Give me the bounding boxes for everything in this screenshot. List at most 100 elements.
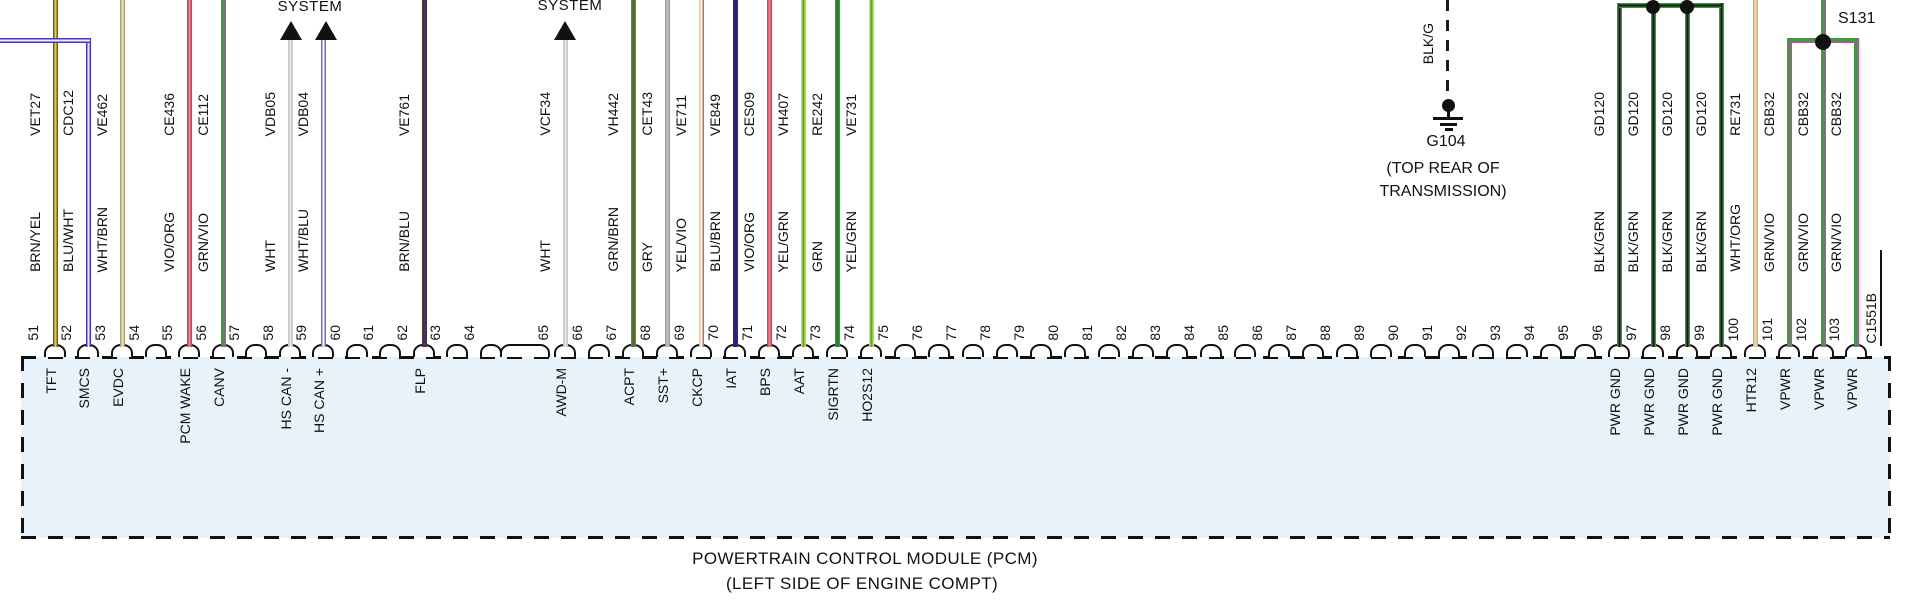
pin-number-70: 70 bbox=[705, 325, 721, 341]
ground-symbol-bar2 bbox=[1440, 123, 1457, 126]
pin-socket-60 bbox=[346, 344, 368, 357]
splice-dot-s131 bbox=[1815, 34, 1831, 50]
pin-socket-63 bbox=[446, 344, 468, 357]
pin-function-label-53: EVDC bbox=[110, 368, 126, 407]
splice-s131-label: S131 bbox=[1838, 10, 1876, 27]
pin-function-label-62: FLP bbox=[412, 368, 428, 394]
pin-number-73: 73 bbox=[807, 325, 823, 341]
ground-location-line2: TRANSMISSION) bbox=[1379, 183, 1507, 200]
pin-number-98: 98 bbox=[1657, 325, 1673, 341]
circuit-label-73: RE242 bbox=[809, 93, 825, 136]
pin-socket-90 bbox=[1404, 344, 1426, 357]
circuit-label-103: CBB32 bbox=[1828, 91, 1844, 136]
pin-socket-57 bbox=[245, 344, 267, 357]
pin-number-71: 71 bbox=[739, 325, 755, 341]
pin-number-68: 68 bbox=[637, 325, 653, 341]
wire-CES09-71 bbox=[766, 0, 772, 347]
wire-VET27-51 bbox=[52, 0, 58, 347]
wire-CDC12-52-exit bbox=[0, 38, 90, 43]
wire-color-label-55: VIO/ORG bbox=[161, 212, 177, 272]
wire-CE112-56 bbox=[220, 0, 226, 347]
pin-number-85: 85 bbox=[1215, 325, 1231, 341]
pin-number-59: 59 bbox=[293, 325, 309, 341]
pin-function-label-70: IAT bbox=[723, 368, 739, 389]
pin-number-58: 58 bbox=[260, 325, 276, 341]
pin-number-100: 100 bbox=[1725, 317, 1741, 341]
pin-function-label-52: SMCS bbox=[76, 368, 92, 409]
pin-socket-78 bbox=[996, 344, 1018, 357]
wire-color-label-74: YEL/GRN bbox=[843, 210, 859, 272]
pin-socket-95 bbox=[1574, 344, 1596, 357]
wire-CDC12-52 bbox=[85, 38, 91, 347]
circuit-label-99: GD120 bbox=[1693, 91, 1709, 136]
pin-number-96: 96 bbox=[1589, 325, 1605, 341]
pin-number-89: 89 bbox=[1351, 325, 1367, 341]
wire-color-label-52: BLU/WHT bbox=[60, 209, 76, 272]
circuit-label-96: GD120 bbox=[1591, 91, 1607, 136]
gnd-bus-line bbox=[1619, 3, 1721, 8]
ground-symbol-stem bbox=[1447, 110, 1450, 118]
pcm-module-box bbox=[21, 357, 1890, 538]
ground-symbol-bar1 bbox=[1433, 117, 1463, 120]
pin-socket-88 bbox=[1336, 344, 1358, 357]
pin-socket-64 bbox=[480, 344, 502, 357]
pin-number-67: 67 bbox=[603, 325, 619, 341]
pin-number-84: 84 bbox=[1181, 325, 1197, 341]
circuit-label-102: CBB32 bbox=[1795, 91, 1811, 136]
wire-VCF34-65 bbox=[562, 40, 568, 347]
pin-socket-94 bbox=[1540, 344, 1562, 357]
wire-VE761-62 bbox=[421, 0, 427, 347]
circuit-label-67: VH442 bbox=[605, 93, 621, 136]
pin-function-label-72: AAT bbox=[791, 368, 807, 395]
ground-wire-dashed bbox=[1446, 0, 1449, 97]
module-location: (LEFT SIDE OF ENGINE COMPT) bbox=[725, 574, 999, 593]
ground-id-label: G104 bbox=[1426, 133, 1466, 150]
system-arrow-icon-1-0 bbox=[554, 21, 576, 40]
pin-function-label-99: PWR GND bbox=[1709, 368, 1725, 436]
pin-number-66: 66 bbox=[569, 325, 585, 341]
pin-socket-82 bbox=[1132, 344, 1154, 357]
pcm-box-bottom-edge bbox=[21, 536, 1890, 539]
pin-number-63: 63 bbox=[427, 325, 443, 341]
system-connector-label-1: SYSTEM bbox=[537, 0, 603, 14]
ground-symbol-bar3 bbox=[1445, 128, 1453, 131]
wire-RE242-73 bbox=[834, 0, 840, 347]
pin-number-99: 99 bbox=[1691, 325, 1707, 341]
wire-CE436-55 bbox=[186, 0, 192, 347]
splice-arm-right bbox=[1823, 38, 1856, 43]
pin-number-91: 91 bbox=[1419, 325, 1435, 341]
circuit-label-101: CBB32 bbox=[1761, 91, 1777, 136]
wire-color-label-56: GRN/VIO bbox=[195, 212, 211, 272]
pin-number-82: 82 bbox=[1113, 325, 1129, 341]
pin-number-101: 101 bbox=[1759, 317, 1775, 341]
connector-gap-socket bbox=[500, 344, 550, 357]
circuit-label-59: VDB04 bbox=[295, 91, 311, 136]
pin-number-65: 65 bbox=[535, 325, 551, 341]
pin-function-label-101: VPWR bbox=[1777, 368, 1793, 410]
circuit-label-69: VE711 bbox=[673, 95, 689, 136]
pin-function-label-58: HS CAN - bbox=[278, 368, 294, 430]
wire-GD120-99 bbox=[1718, 3, 1724, 347]
pin-number-94: 94 bbox=[1521, 325, 1537, 341]
wire-color-label-71: VIO/ORG bbox=[741, 212, 757, 272]
pin-number-69: 69 bbox=[671, 325, 687, 341]
wire-color-label-65: WHT bbox=[537, 240, 553, 272]
pin-function-label-96: PWR GND bbox=[1607, 368, 1623, 436]
pin-function-label-55: PCM WAKE bbox=[177, 368, 193, 444]
splice-dot-gnd-1 bbox=[1680, 0, 1694, 14]
circuit-label-72: VH407 bbox=[775, 93, 791, 136]
pin-socket-92 bbox=[1472, 344, 1494, 357]
connector-id-label: C1551B bbox=[1863, 293, 1879, 344]
wire-color-label-73: GRN bbox=[809, 240, 825, 272]
circuit-label-74: VE731 bbox=[843, 93, 859, 136]
pin-number-78: 78 bbox=[977, 325, 993, 341]
pin-socket-93 bbox=[1506, 344, 1528, 357]
pin-function-label-71: BPS bbox=[757, 368, 773, 397]
wire-GD120-97 bbox=[1650, 6, 1656, 347]
pin-number-76: 76 bbox=[909, 325, 925, 341]
circuit-label-62: VE761 bbox=[396, 93, 412, 136]
wire-VH407-72 bbox=[800, 0, 806, 347]
wire-color-label-68: GRY bbox=[639, 241, 655, 272]
wire-CET43-68 bbox=[664, 0, 670, 347]
